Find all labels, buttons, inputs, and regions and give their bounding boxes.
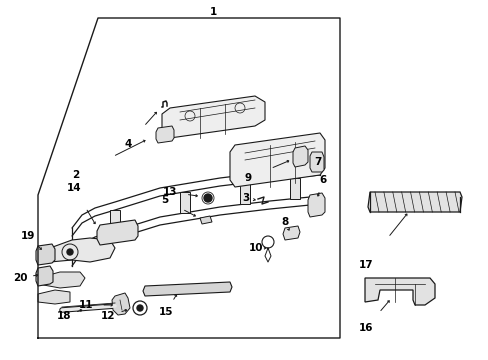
Text: 4: 4	[124, 139, 131, 149]
Polygon shape	[38, 238, 115, 262]
Text: 3: 3	[242, 193, 249, 203]
Polygon shape	[156, 126, 174, 143]
Circle shape	[67, 249, 73, 255]
Polygon shape	[307, 193, 325, 217]
Text: 9: 9	[244, 173, 251, 183]
Polygon shape	[180, 192, 190, 213]
Polygon shape	[200, 216, 212, 224]
Text: 13: 13	[163, 187, 177, 197]
Text: 2: 2	[72, 170, 80, 180]
Polygon shape	[142, 282, 231, 296]
Polygon shape	[38, 272, 85, 288]
Text: 20: 20	[13, 273, 27, 283]
Polygon shape	[97, 220, 138, 245]
Polygon shape	[36, 266, 53, 286]
Text: 8: 8	[281, 217, 288, 227]
Text: 10: 10	[248, 243, 263, 253]
Text: 18: 18	[57, 311, 71, 321]
Polygon shape	[110, 210, 120, 231]
Text: 14: 14	[66, 183, 81, 193]
Circle shape	[137, 305, 142, 311]
Text: 5: 5	[161, 195, 168, 205]
Text: 16: 16	[358, 323, 372, 333]
Polygon shape	[36, 244, 55, 265]
Text: 17: 17	[358, 260, 372, 270]
Polygon shape	[364, 278, 434, 305]
Polygon shape	[162, 96, 264, 138]
Polygon shape	[367, 192, 461, 212]
Polygon shape	[38, 290, 70, 304]
Text: 19: 19	[21, 231, 35, 241]
Polygon shape	[112, 293, 130, 315]
Text: 12: 12	[101, 311, 115, 321]
Text: 15: 15	[159, 307, 173, 317]
Text: 11: 11	[79, 300, 93, 310]
Polygon shape	[283, 226, 299, 240]
Text: 6: 6	[319, 175, 326, 185]
Polygon shape	[289, 177, 299, 198]
Text: 1: 1	[209, 7, 216, 17]
Polygon shape	[240, 183, 249, 204]
Polygon shape	[292, 146, 307, 167]
Polygon shape	[309, 152, 324, 172]
Circle shape	[203, 194, 212, 202]
Text: 7: 7	[314, 157, 321, 167]
Polygon shape	[229, 133, 325, 187]
